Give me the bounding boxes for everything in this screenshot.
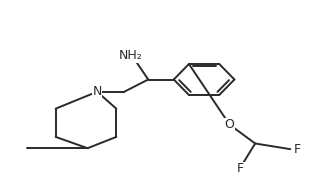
Text: F: F xyxy=(294,143,301,156)
Text: F: F xyxy=(237,162,244,175)
Text: O: O xyxy=(225,118,234,131)
Text: NH₂: NH₂ xyxy=(119,49,143,62)
Text: N: N xyxy=(92,85,102,98)
